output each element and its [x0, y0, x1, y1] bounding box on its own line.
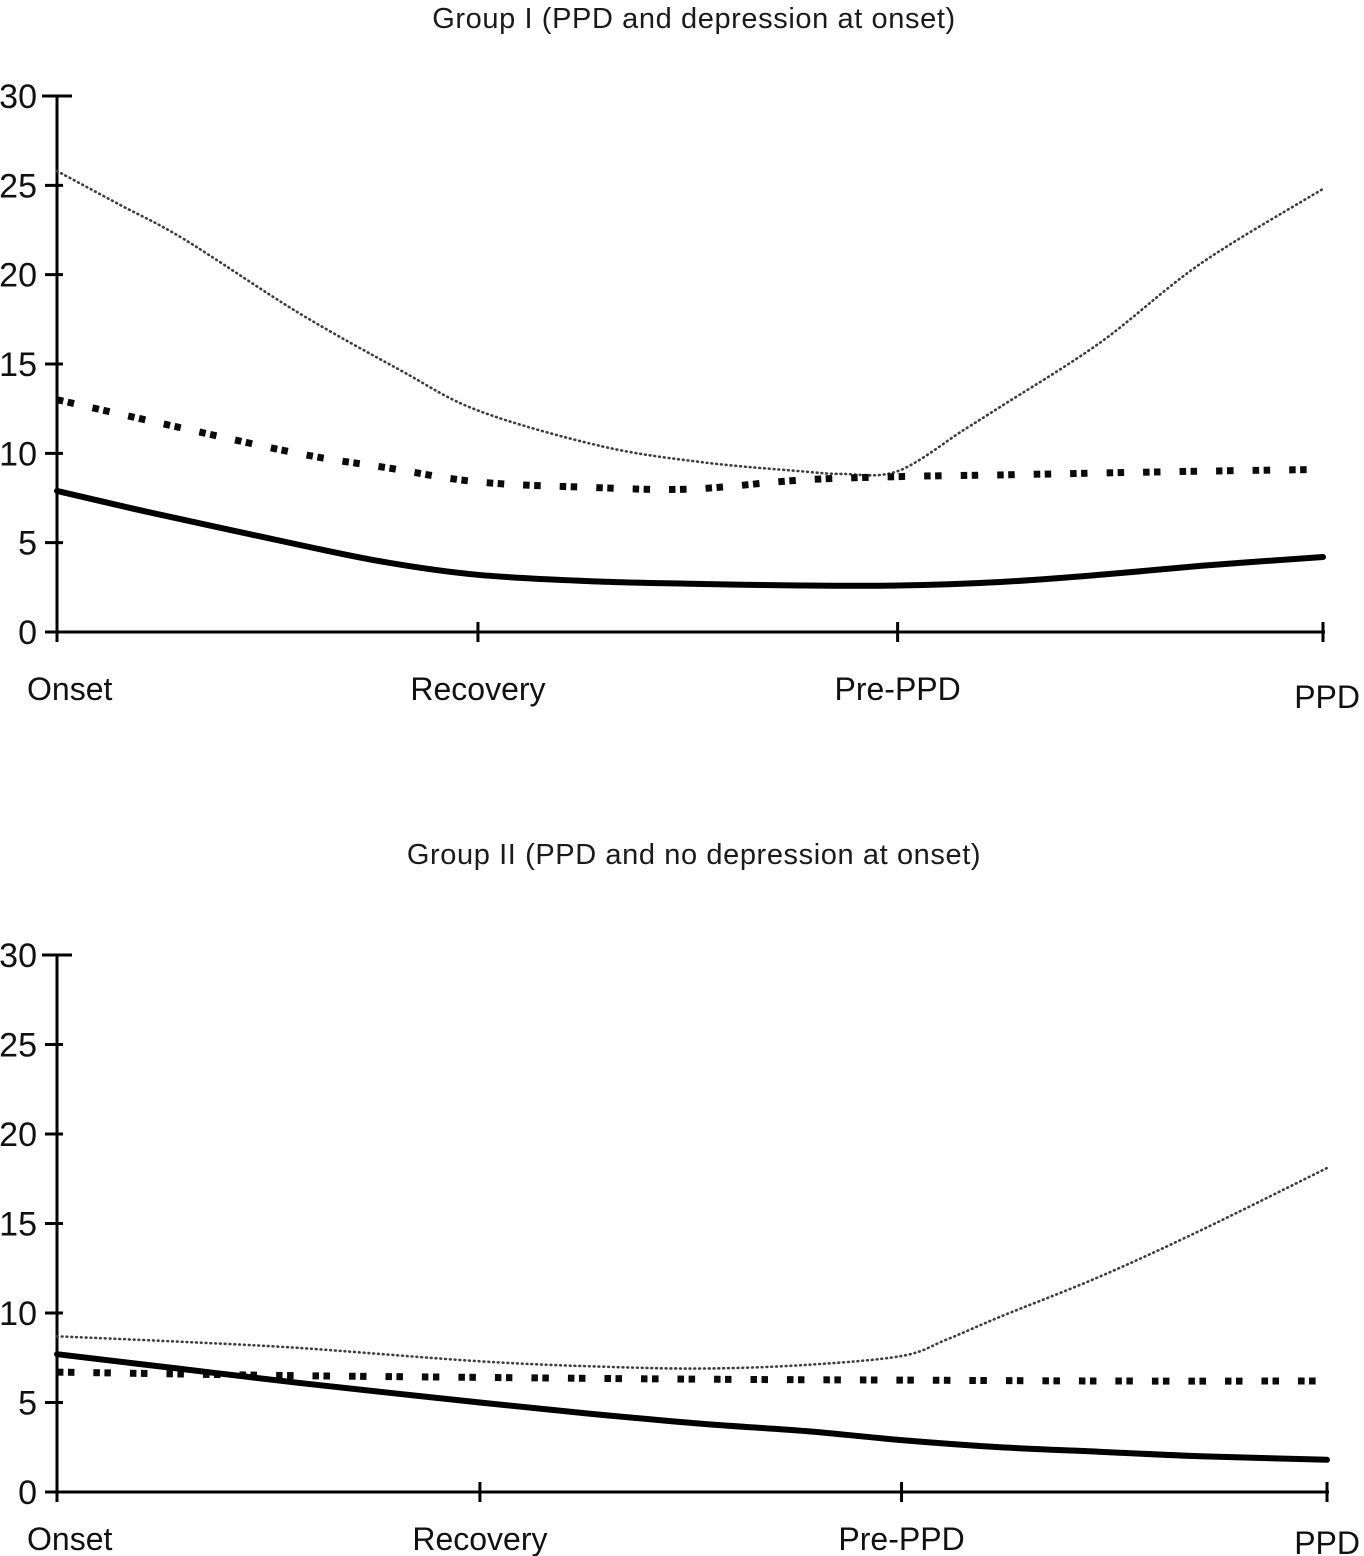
dotted-series-line [55, 169, 1325, 477]
y-tick-label: 10 [0, 1295, 37, 1333]
chart-2: Group II (PPD and no depression at onset… [0, 839, 1360, 1556]
chart-2-axes: 0 5 10 15 20 25 30 Onset Recovery Pre-PPD PPD [0, 937, 1360, 1556]
y-tick-label: 25 [0, 1027, 37, 1065]
dotted-series-line [55, 1166, 1329, 1370]
chart-1-series [54, 169, 1326, 589]
x-tick-label: Onset [27, 1521, 112, 1556]
x-tick-label: PPD [1294, 1525, 1360, 1556]
x-tick-label: Recovery [412, 1521, 547, 1556]
x-tick-label: Pre-PPD [834, 671, 960, 707]
chart-2-title: Group II (PPD and no depression at onset… [407, 839, 981, 871]
chart-1: Group I (PPD and depression at onset) 0 5… [0, 3, 1360, 715]
chart-1-title: Group I (PPD and depression at onset) [432, 3, 956, 35]
solid-series-line [54, 487, 1326, 589]
y-tick-label: 15 [0, 346, 37, 384]
y-tick-label: 5 [18, 1385, 37, 1423]
y-tick-label: 25 [0, 167, 37, 205]
y-tick-label: 0 [18, 614, 37, 652]
y-tick-label: 5 [18, 525, 37, 563]
x-tick-label: Pre-PPD [838, 1521, 964, 1556]
y-tick-label: 0 [18, 1474, 37, 1512]
y-tick-label: 20 [0, 1116, 37, 1154]
y-tick-label: 15 [0, 1206, 37, 1244]
y-tick-label: 30 [0, 937, 37, 975]
dashed-series-line [56, 396, 1324, 493]
y-tick-label: 20 [0, 257, 37, 295]
x-tick-label: Onset [27, 671, 112, 707]
x-tick-label: Recovery [410, 671, 545, 707]
chart-1-axes: 0 5 10 15 20 25 30 Onset Recovery Pre-PPD PPD [0, 78, 1360, 715]
chart-2-series [54, 1166, 1330, 1463]
x-tick-label: PPD [1294, 679, 1360, 715]
y-tick-label: 30 [0, 78, 37, 116]
solid-series-line [54, 1351, 1330, 1463]
y-tick-label: 10 [0, 435, 37, 473]
